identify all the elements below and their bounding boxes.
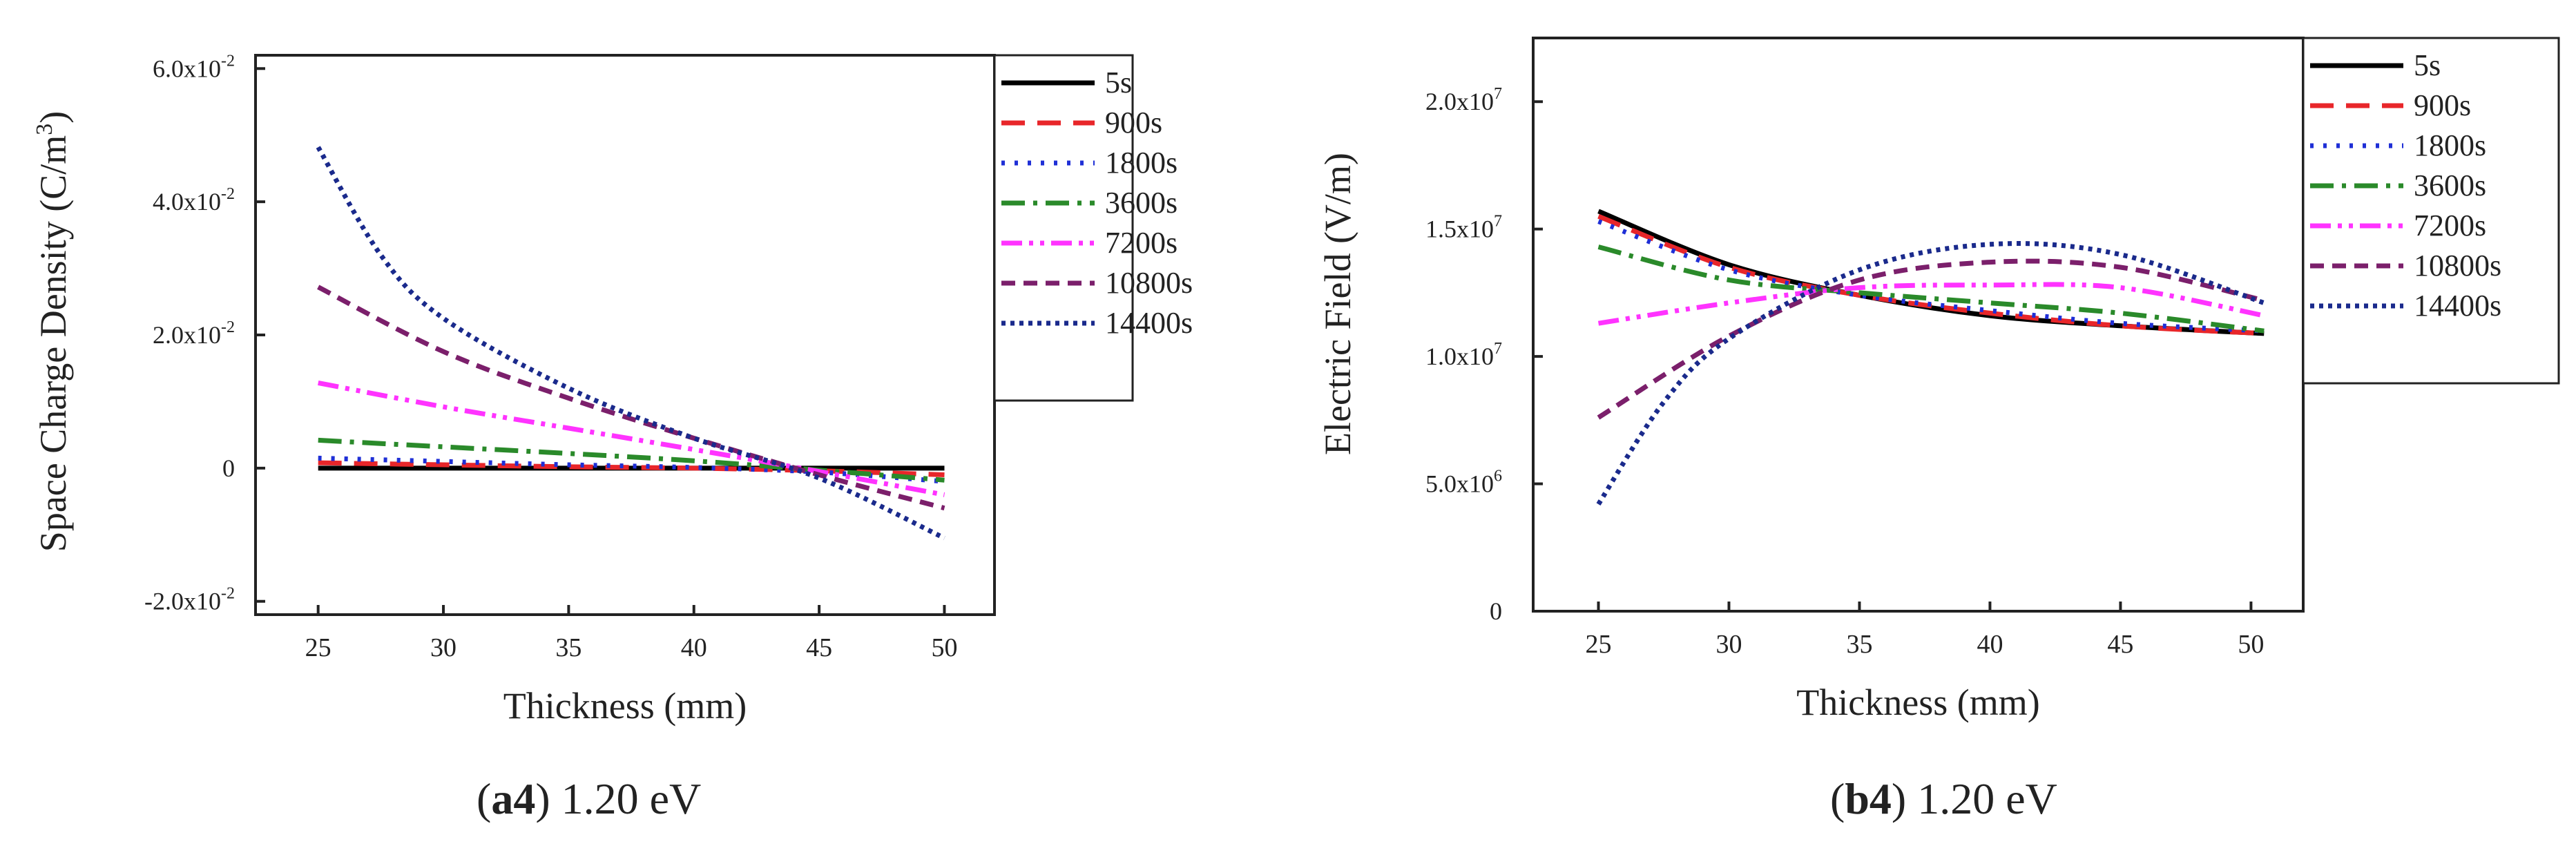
legend-label-900s: 900s (1105, 106, 1162, 140)
x-axis-label: Thickness (mm) (1796, 682, 2039, 723)
y-axis-label-main: Space Charge Density (C/m (32, 135, 74, 552)
series-group (1596, 209, 2265, 506)
legend-label-7200s: 7200s (1105, 226, 1178, 260)
legend-label-900s: 900s (2414, 88, 2471, 122)
caption-b4: (b4) 1.20 eV (1830, 774, 2057, 823)
series-line-14400s (1596, 241, 2265, 506)
y-tick-base: 0 (1490, 597, 1502, 625)
x-tick-label: 30 (430, 633, 456, 662)
y-tick-exponent: -2 (221, 185, 235, 203)
legend: 5s 900s 1800s 3600s 7200s 10800s 14400s (993, 54, 1193, 402)
caption-b4-text: 1.20 eV (1906, 774, 2057, 823)
series-line-7200s (1597, 282, 2265, 326)
legend: 5s 900s 1800s 3600s 7200s 10800s 14400s (2302, 37, 2560, 385)
caption-b4-label: b4 (1845, 774, 1892, 823)
y-axis-label-main: Electric Field (V/m) (1317, 153, 1358, 455)
y-tick-exponent: -2 (221, 318, 235, 336)
legend-label-1800s: 1800s (2414, 128, 2486, 162)
x-tick-label: 25 (305, 633, 331, 662)
plot-frame (1532, 37, 2305, 613)
x-tick-label: 30 (1715, 630, 1742, 659)
y-tick-exponent: -2 (221, 585, 235, 603)
y-tick-exponent: 7 (1494, 213, 1502, 231)
legend-label-7200s: 7200s (2414, 209, 2486, 242)
x-tick-label: 45 (806, 633, 832, 662)
plot-frame (254, 54, 996, 616)
series-line-3600s (1597, 244, 2265, 334)
caption-a4-label: a4 (491, 774, 536, 823)
y-tick-base: -2.0x10 (144, 588, 221, 615)
y-tick-label: 6.0x10-2 (153, 52, 235, 82)
y-axis-label: Electric Field (V/m) (1317, 153, 1358, 455)
legend-box (993, 54, 1134, 402)
legend-label-10800s: 10800s (1105, 266, 1193, 300)
y-tick-label: 2.0x107 (1425, 85, 1502, 115)
y-axis-label-close: ) (32, 111, 74, 124)
legend-label-1800s: 1800s (1105, 146, 1178, 180)
y-tick-base: 2.0x10 (153, 321, 221, 349)
caption-a4-text: 1.20 eV (550, 774, 702, 823)
legend-box (2302, 37, 2560, 385)
y-tick-label: 5.0x106 (1425, 468, 1502, 498)
series-group (316, 146, 946, 541)
y-tick-exponent: 7 (1494, 85, 1502, 103)
y-tick-base: 4.0x10 (153, 188, 221, 215)
x-tick-label: 45 (2107, 630, 2133, 659)
series-line-3600s (318, 437, 945, 483)
series-line-10800s (317, 285, 945, 511)
series-line-900s (1597, 213, 2265, 336)
y-tick-base: 0 (222, 454, 235, 482)
x-tick-label: 35 (1846, 630, 1872, 659)
y-tick-exponent: -2 (221, 52, 235, 70)
y-tick-label: 0 (1490, 597, 1502, 625)
y-tick-exponent: 7 (1494, 340, 1502, 358)
y-axis-label: Space Charge Density (C/m3) (32, 111, 74, 552)
legend-label-14400s: 14400s (1105, 306, 1193, 340)
legend-label-10800s: 10800s (2414, 249, 2501, 282)
y-tick-base: 1.5x10 (1425, 215, 1494, 243)
x-tick-label: 25 (1585, 630, 1611, 659)
legend-label-5s: 5s (2414, 48, 2441, 82)
legend-label-3600s: 3600s (1105, 186, 1178, 220)
x-tick-label: 50 (2238, 630, 2264, 659)
y-tick-base: 1.0x10 (1425, 343, 1494, 370)
y-tick-label: 1.0x107 (1425, 340, 1502, 370)
caption-a4: (a4) 1.20 eV (477, 774, 702, 823)
legend-label-5s: 5s (1105, 66, 1132, 99)
y-tick-base: 5.0x10 (1425, 470, 1494, 498)
y-tick-label: 0 (222, 454, 235, 482)
y-tick-label: -2.0x10-2 (144, 585, 235, 615)
y-axis-label-sup: 3 (32, 124, 57, 135)
y-tick-base: 2.0x10 (1425, 88, 1494, 115)
series-line-900s (318, 460, 945, 477)
y-tick-exponent: 6 (1494, 468, 1502, 486)
y-tick-label: 1.5x107 (1425, 213, 1502, 243)
x-tick-label: 35 (555, 633, 581, 662)
series-line-14400s (316, 146, 946, 541)
y-tick-base: 6.0x10 (153, 55, 221, 82)
x-tick-label: 40 (1977, 630, 2003, 659)
series-line-7200s (318, 380, 945, 497)
legend-label-14400s: 14400s (2414, 289, 2501, 323)
y-tick-label: 4.0x10-2 (153, 185, 235, 215)
series-line-10800s (1597, 258, 2265, 420)
legend-label-3600s: 3600s (2414, 169, 2486, 202)
x-tick-label: 40 (681, 633, 707, 662)
y-tick-label: 2.0x10-2 (153, 318, 235, 349)
x-axis-label: Thickness (mm) (503, 685, 747, 727)
x-tick-label: 50 (931, 633, 957, 662)
